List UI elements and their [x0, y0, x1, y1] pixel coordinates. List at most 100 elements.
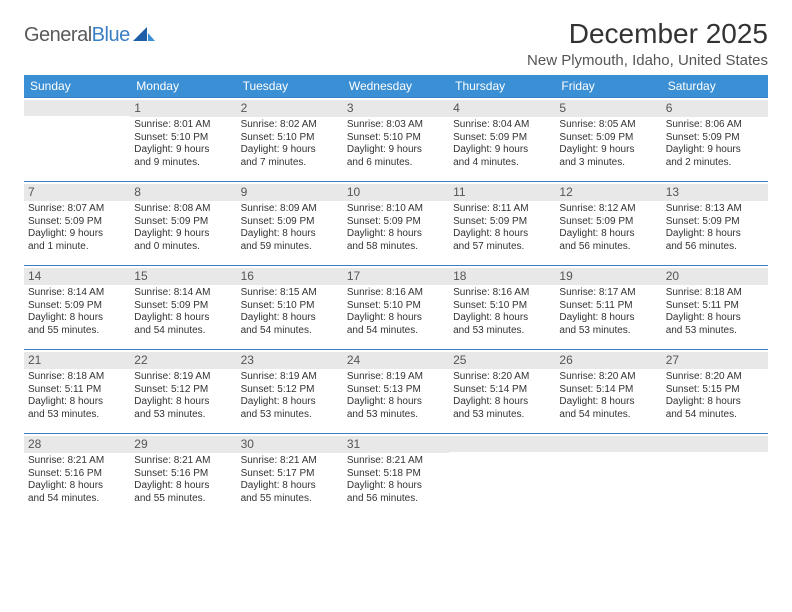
day-cell: 13Sunrise: 8:13 AMSunset: 5:09 PMDayligh… [662, 182, 768, 266]
day-number-blank [555, 436, 661, 452]
daylight-line: Daylight: 8 hours [453, 228, 551, 241]
day-number: 7 [24, 184, 130, 201]
day-cell: 24Sunrise: 8:19 AMSunset: 5:13 PMDayligh… [343, 350, 449, 434]
day-cell: 27Sunrise: 8:20 AMSunset: 5:15 PMDayligh… [662, 350, 768, 434]
sunset-line: Sunset: 5:11 PM [666, 300, 764, 313]
sunrise-line: Sunrise: 8:15 AM [241, 287, 339, 300]
header: GeneralBlue December 2025 New Plymouth, … [24, 18, 768, 69]
day-header: Saturday [662, 75, 768, 98]
day-cell: 6Sunrise: 8:06 AMSunset: 5:09 PMDaylight… [662, 98, 768, 182]
daylight-line: and 54 minutes. [134, 325, 232, 338]
daylight-line: Daylight: 8 hours [241, 480, 339, 493]
sunset-line: Sunset: 5:09 PM [559, 132, 657, 145]
title-block: December 2025 New Plymouth, Idaho, Unite… [527, 18, 768, 69]
week-row: 7Sunrise: 8:07 AMSunset: 5:09 PMDaylight… [24, 182, 768, 266]
day-cell: 10Sunrise: 8:10 AMSunset: 5:09 PMDayligh… [343, 182, 449, 266]
day-cell: 26Sunrise: 8:20 AMSunset: 5:14 PMDayligh… [555, 350, 661, 434]
daylight-line: Daylight: 9 hours [666, 144, 764, 157]
day-number: 21 [24, 352, 130, 369]
day-cell: 11Sunrise: 8:11 AMSunset: 5:09 PMDayligh… [449, 182, 555, 266]
sunset-line: Sunset: 5:10 PM [134, 132, 232, 145]
day-number: 24 [343, 352, 449, 369]
daylight-line: Daylight: 8 hours [559, 396, 657, 409]
daylight-line: Daylight: 8 hours [347, 228, 445, 241]
daylight-line: and 54 minutes. [241, 325, 339, 338]
day-cell: 18Sunrise: 8:16 AMSunset: 5:10 PMDayligh… [449, 266, 555, 350]
sunset-line: Sunset: 5:16 PM [28, 468, 126, 481]
daylight-line: and 58 minutes. [347, 241, 445, 254]
sunset-line: Sunset: 5:11 PM [28, 384, 126, 397]
daylight-line: and 53 minutes. [453, 409, 551, 422]
location: New Plymouth, Idaho, United States [527, 52, 768, 69]
sunrise-line: Sunrise: 8:12 AM [559, 203, 657, 216]
sunrise-line: Sunrise: 8:14 AM [134, 287, 232, 300]
daylight-line: Daylight: 8 hours [666, 312, 764, 325]
day-cell: 29Sunrise: 8:21 AMSunset: 5:16 PMDayligh… [130, 434, 236, 518]
day-cell: 2Sunrise: 8:02 AMSunset: 5:10 PMDaylight… [237, 98, 343, 182]
day-number: 22 [130, 352, 236, 369]
day-header: Thursday [449, 75, 555, 98]
sunrise-line: Sunrise: 8:13 AM [666, 203, 764, 216]
sunrise-line: Sunrise: 8:19 AM [134, 371, 232, 384]
day-cell [555, 434, 661, 518]
day-cell: 4Sunrise: 8:04 AMSunset: 5:09 PMDaylight… [449, 98, 555, 182]
day-number-blank [662, 436, 768, 452]
sunset-line: Sunset: 5:16 PM [134, 468, 232, 481]
sunrise-line: Sunrise: 8:20 AM [666, 371, 764, 384]
logo-sail-icon [133, 25, 155, 48]
logo-text: GeneralBlue [24, 24, 130, 47]
page: GeneralBlue December 2025 New Plymouth, … [0, 0, 792, 528]
sunset-line: Sunset: 5:18 PM [347, 468, 445, 481]
day-number: 11 [449, 184, 555, 201]
day-number: 29 [130, 436, 236, 453]
sunset-line: Sunset: 5:10 PM [241, 132, 339, 145]
daylight-line: and 6 minutes. [347, 157, 445, 170]
day-number: 15 [130, 268, 236, 285]
daylight-line: Daylight: 8 hours [453, 312, 551, 325]
daylight-line: Daylight: 8 hours [666, 396, 764, 409]
daylight-line: Daylight: 8 hours [28, 312, 126, 325]
day-cell: 17Sunrise: 8:16 AMSunset: 5:10 PMDayligh… [343, 266, 449, 350]
logo-word1: General [24, 24, 92, 46]
sunset-line: Sunset: 5:09 PM [453, 132, 551, 145]
day-cell: 7Sunrise: 8:07 AMSunset: 5:09 PMDaylight… [24, 182, 130, 266]
day-number: 4 [449, 100, 555, 117]
day-number-blank [24, 100, 130, 116]
daylight-line: Daylight: 8 hours [241, 228, 339, 241]
daylight-line: Daylight: 8 hours [241, 312, 339, 325]
day-number: 14 [24, 268, 130, 285]
daylight-line: and 53 minutes. [453, 325, 551, 338]
sunrise-line: Sunrise: 8:21 AM [241, 455, 339, 468]
daylight-line: Daylight: 8 hours [453, 396, 551, 409]
week-row: 28Sunrise: 8:21 AMSunset: 5:16 PMDayligh… [24, 434, 768, 518]
day-cell [24, 98, 130, 182]
daylight-line: and 0 minutes. [134, 241, 232, 254]
daylight-line: and 56 minutes. [559, 241, 657, 254]
daylight-line: and 53 minutes. [347, 409, 445, 422]
daylight-line: and 59 minutes. [241, 241, 339, 254]
daylight-line: Daylight: 8 hours [559, 312, 657, 325]
daylight-line: and 4 minutes. [453, 157, 551, 170]
sunrise-line: Sunrise: 8:18 AM [666, 287, 764, 300]
day-cell: 12Sunrise: 8:12 AMSunset: 5:09 PMDayligh… [555, 182, 661, 266]
day-header-row: Sunday Monday Tuesday Wednesday Thursday… [24, 75, 768, 98]
sunset-line: Sunset: 5:09 PM [28, 216, 126, 229]
day-number: 30 [237, 436, 343, 453]
day-cell: 8Sunrise: 8:08 AMSunset: 5:09 PMDaylight… [130, 182, 236, 266]
day-cell: 1Sunrise: 8:01 AMSunset: 5:10 PMDaylight… [130, 98, 236, 182]
day-number: 16 [237, 268, 343, 285]
daylight-line: Daylight: 8 hours [666, 228, 764, 241]
day-header: Sunday [24, 75, 130, 98]
daylight-line: Daylight: 8 hours [241, 396, 339, 409]
daylight-line: and 53 minutes. [28, 409, 126, 422]
sunrise-line: Sunrise: 8:08 AM [134, 203, 232, 216]
sunset-line: Sunset: 5:09 PM [134, 300, 232, 313]
sunrise-line: Sunrise: 8:21 AM [347, 455, 445, 468]
day-number: 1 [130, 100, 236, 117]
daylight-line: and 54 minutes. [666, 409, 764, 422]
sunrise-line: Sunrise: 8:16 AM [347, 287, 445, 300]
day-number: 5 [555, 100, 661, 117]
day-number: 17 [343, 268, 449, 285]
day-cell: 28Sunrise: 8:21 AMSunset: 5:16 PMDayligh… [24, 434, 130, 518]
day-cell: 30Sunrise: 8:21 AMSunset: 5:17 PMDayligh… [237, 434, 343, 518]
